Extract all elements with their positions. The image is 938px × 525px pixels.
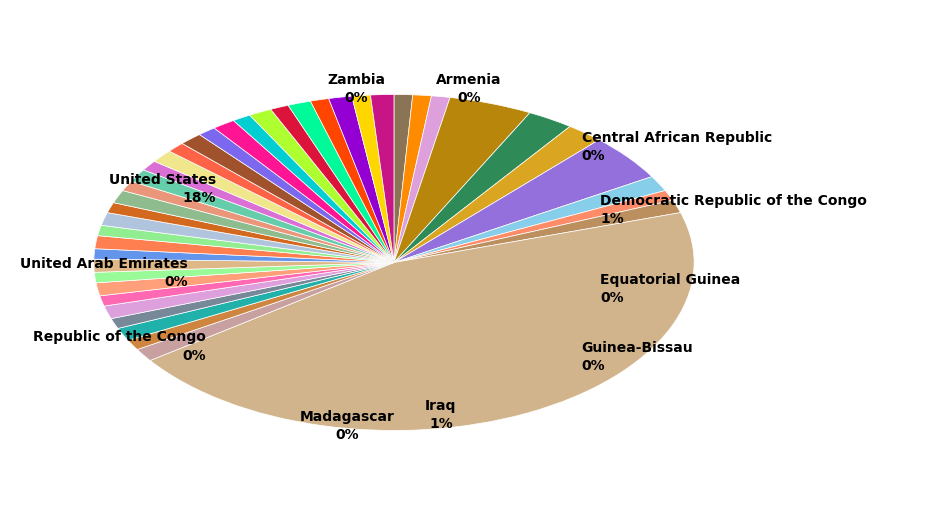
Wedge shape: [394, 95, 431, 262]
Wedge shape: [394, 96, 450, 262]
Text: Democratic Republic of the Congo
1%: Democratic Republic of the Congo 1%: [600, 194, 868, 226]
Wedge shape: [94, 259, 394, 272]
Wedge shape: [144, 161, 394, 262]
Text: Equatorial Guinea
0%: Equatorial Guinea 0%: [600, 272, 741, 305]
Wedge shape: [352, 95, 394, 262]
Wedge shape: [394, 200, 681, 262]
Wedge shape: [394, 176, 665, 262]
Wedge shape: [214, 121, 394, 262]
Wedge shape: [394, 191, 673, 262]
Wedge shape: [101, 213, 394, 262]
Wedge shape: [131, 170, 394, 262]
Text: Madagascar
0%: Madagascar 0%: [299, 410, 395, 442]
Wedge shape: [95, 262, 394, 283]
Wedge shape: [234, 115, 394, 262]
Wedge shape: [118, 262, 394, 340]
Wedge shape: [328, 96, 394, 262]
Wedge shape: [394, 94, 413, 262]
Text: Central African Republic
0%: Central African Republic 0%: [582, 131, 772, 163]
Text: Guinea-Bissau
0%: Guinea-Bissau 0%: [582, 341, 693, 373]
Wedge shape: [200, 128, 394, 262]
Wedge shape: [128, 262, 394, 350]
Text: Zambia
0%: Zambia 0%: [327, 72, 386, 105]
Text: United States
18%: United States 18%: [109, 173, 216, 205]
Wedge shape: [96, 262, 394, 296]
Wedge shape: [371, 94, 394, 262]
Wedge shape: [394, 113, 570, 262]
Wedge shape: [95, 236, 394, 262]
Wedge shape: [123, 181, 394, 262]
Text: Armenia
0%: Armenia 0%: [436, 72, 502, 105]
Wedge shape: [150, 213, 694, 430]
Wedge shape: [99, 262, 394, 306]
Wedge shape: [394, 98, 530, 262]
Text: United Arab Emirates
0%: United Arab Emirates 0%: [20, 257, 188, 289]
Wedge shape: [137, 262, 394, 361]
Wedge shape: [250, 109, 394, 262]
Wedge shape: [288, 101, 394, 262]
Wedge shape: [271, 106, 394, 262]
Wedge shape: [104, 262, 394, 319]
Wedge shape: [107, 203, 394, 262]
Wedge shape: [394, 127, 599, 262]
Wedge shape: [113, 191, 394, 262]
Wedge shape: [155, 151, 394, 262]
Text: Iraq
1%: Iraq 1%: [425, 399, 457, 432]
Wedge shape: [98, 225, 394, 262]
Wedge shape: [394, 140, 652, 262]
Wedge shape: [111, 262, 394, 329]
Wedge shape: [182, 134, 394, 262]
Wedge shape: [310, 99, 394, 262]
Wedge shape: [169, 143, 394, 262]
Text: Republic of the Congo
0%: Republic of the Congo 0%: [34, 330, 206, 363]
Wedge shape: [94, 249, 394, 262]
